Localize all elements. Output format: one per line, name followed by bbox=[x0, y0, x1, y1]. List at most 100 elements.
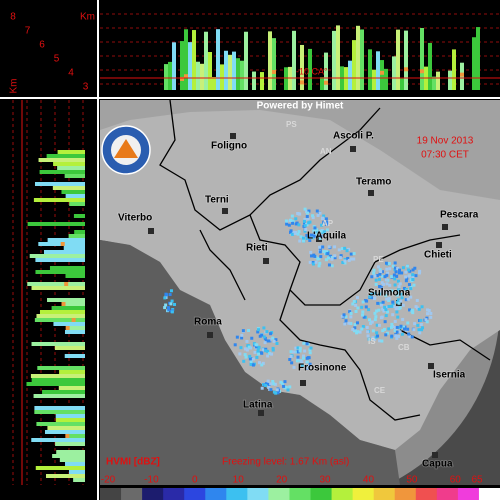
echo bbox=[356, 321, 360, 325]
echo bbox=[289, 230, 293, 234]
echo bbox=[411, 273, 415, 277]
echo bbox=[452, 49, 456, 90]
echo bbox=[395, 310, 399, 314]
echo bbox=[347, 321, 351, 325]
echo bbox=[361, 300, 365, 304]
echo bbox=[385, 331, 389, 335]
echo bbox=[404, 279, 408, 283]
echo bbox=[370, 292, 374, 296]
echo bbox=[382, 327, 386, 331]
echo bbox=[408, 334, 412, 338]
echo bbox=[46, 474, 85, 478]
echo bbox=[66, 434, 85, 438]
echo bbox=[35, 270, 85, 274]
echo bbox=[378, 339, 382, 343]
echo bbox=[257, 345, 261, 349]
echo bbox=[170, 299, 174, 303]
echo bbox=[420, 27, 424, 91]
echo bbox=[398, 268, 402, 272]
echo bbox=[352, 329, 356, 333]
echo bbox=[399, 324, 403, 328]
echo bbox=[397, 271, 401, 275]
color-swatch bbox=[226, 488, 248, 500]
echo bbox=[305, 215, 309, 219]
echo bbox=[267, 386, 271, 390]
echo bbox=[290, 361, 294, 365]
echo bbox=[343, 261, 347, 265]
echo bbox=[310, 254, 314, 258]
echo bbox=[57, 150, 85, 154]
border bbox=[279, 289, 421, 421]
echo bbox=[372, 271, 376, 275]
echo bbox=[421, 326, 425, 330]
echo bbox=[287, 223, 291, 227]
echo bbox=[429, 311, 433, 315]
echo bbox=[394, 266, 398, 270]
echo bbox=[417, 307, 421, 311]
echo bbox=[343, 322, 347, 326]
echo bbox=[396, 267, 400, 271]
echo bbox=[53, 162, 85, 166]
echo bbox=[184, 74, 188, 79]
echo bbox=[74, 230, 85, 234]
echo bbox=[73, 214, 85, 218]
echo bbox=[385, 282, 389, 286]
echo bbox=[34, 410, 85, 414]
echo bbox=[338, 256, 342, 260]
echo bbox=[165, 293, 169, 297]
land bbox=[100, 100, 500, 450]
echo bbox=[380, 60, 384, 90]
echo bbox=[352, 252, 356, 256]
echo bbox=[351, 327, 355, 331]
echo bbox=[36, 314, 85, 318]
echo bbox=[220, 64, 224, 90]
echo bbox=[64, 282, 69, 286]
echo bbox=[396, 279, 400, 283]
echo bbox=[63, 246, 85, 250]
echo bbox=[400, 78, 404, 90]
echo bbox=[345, 249, 349, 253]
color-swatch bbox=[436, 488, 459, 500]
echo bbox=[360, 29, 364, 90]
echo bbox=[378, 285, 382, 289]
echo bbox=[364, 305, 368, 309]
echo bbox=[408, 308, 412, 312]
color-swatch bbox=[142, 488, 164, 500]
color-swatch bbox=[394, 488, 417, 500]
echo bbox=[347, 258, 351, 262]
echo bbox=[320, 77, 324, 90]
echo bbox=[399, 299, 403, 303]
echo bbox=[44, 430, 85, 434]
province-label: CE bbox=[374, 386, 386, 395]
echo bbox=[395, 293, 399, 297]
echo bbox=[43, 250, 85, 254]
echo bbox=[291, 230, 295, 234]
echo bbox=[249, 357, 253, 361]
echo bbox=[304, 227, 308, 231]
echo bbox=[342, 313, 346, 317]
echo bbox=[371, 329, 375, 333]
echo bbox=[29, 254, 85, 258]
echo bbox=[242, 359, 246, 363]
echo bbox=[318, 261, 322, 265]
unit-label: Km bbox=[80, 12, 95, 23]
echo bbox=[356, 306, 360, 310]
echo bbox=[388, 267, 392, 271]
echo bbox=[61, 190, 85, 194]
echo bbox=[262, 335, 266, 339]
color-swatch bbox=[373, 488, 396, 500]
echo bbox=[307, 356, 311, 360]
echo bbox=[404, 298, 408, 302]
echo bbox=[385, 267, 389, 271]
echo bbox=[260, 386, 264, 390]
echo bbox=[308, 260, 312, 264]
echo bbox=[289, 218, 293, 222]
echo bbox=[404, 288, 408, 292]
echo bbox=[39, 170, 85, 174]
echo bbox=[393, 329, 397, 333]
echo bbox=[373, 311, 377, 315]
echo bbox=[392, 56, 396, 90]
echo bbox=[271, 382, 275, 386]
echo bbox=[250, 336, 254, 340]
echo bbox=[168, 293, 172, 297]
